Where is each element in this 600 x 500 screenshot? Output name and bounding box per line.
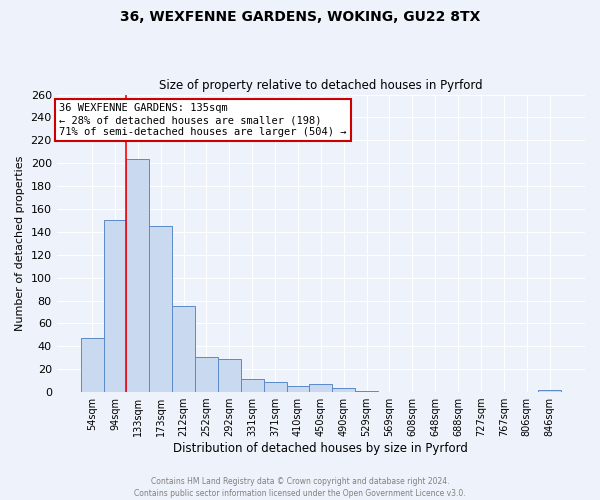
Bar: [241, 380, 263, 392]
Bar: [104, 220, 127, 392]
Y-axis label: Number of detached properties: Number of detached properties: [15, 156, 25, 331]
Bar: [287, 386, 310, 392]
Bar: [310, 384, 332, 392]
Bar: [263, 382, 287, 392]
Text: 36 WEXFENNE GARDENS: 135sqm
← 28% of detached houses are smaller (198)
71% of se: 36 WEXFENNE GARDENS: 135sqm ← 28% of det…: [59, 104, 347, 136]
Bar: [332, 388, 355, 392]
Bar: [218, 359, 241, 392]
Text: Contains HM Land Registry data © Crown copyright and database right 2024.
Contai: Contains HM Land Registry data © Crown c…: [134, 476, 466, 498]
Text: 36, WEXFENNE GARDENS, WOKING, GU22 8TX: 36, WEXFENNE GARDENS, WOKING, GU22 8TX: [120, 10, 480, 24]
Bar: [355, 391, 378, 392]
Bar: [149, 226, 172, 392]
Bar: [538, 390, 561, 392]
Bar: [127, 158, 149, 392]
Title: Size of property relative to detached houses in Pyrford: Size of property relative to detached ho…: [159, 79, 482, 92]
Bar: [80, 338, 104, 392]
X-axis label: Distribution of detached houses by size in Pyrford: Distribution of detached houses by size …: [173, 442, 468, 455]
Bar: [172, 306, 195, 392]
Bar: [195, 356, 218, 392]
